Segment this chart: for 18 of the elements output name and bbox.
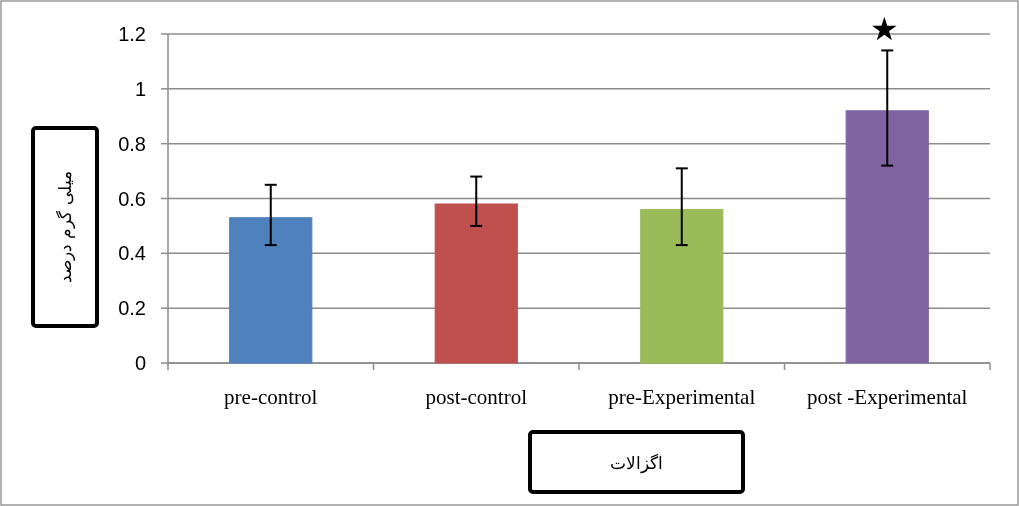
bar bbox=[229, 217, 313, 364]
y-tick-label: 0.6 bbox=[118, 187, 146, 210]
y-tick-label: 0.2 bbox=[118, 297, 146, 320]
y-tick-label: 0.8 bbox=[118, 132, 146, 155]
bar bbox=[640, 208, 724, 364]
bar bbox=[845, 110, 929, 364]
x-tick-label: pre-Experimental bbox=[608, 385, 756, 409]
y-tick-label: 1.2 bbox=[118, 23, 146, 45]
x-tick-label: pre-control bbox=[224, 385, 318, 409]
y-axis-title: میلی گرم درصد bbox=[55, 171, 76, 283]
x-axis-title: اگزالات bbox=[609, 453, 663, 474]
y-tick-label: 0 bbox=[134, 352, 146, 374]
x-tick-label: post -Experimental bbox=[807, 385, 968, 409]
y-tick-label: 0.4 bbox=[118, 242, 146, 265]
bar bbox=[434, 203, 518, 364]
y-tick-label: 1 bbox=[134, 77, 146, 100]
annotation: ★ bbox=[869, 10, 899, 48]
x-tick-label: post-control bbox=[425, 385, 528, 409]
